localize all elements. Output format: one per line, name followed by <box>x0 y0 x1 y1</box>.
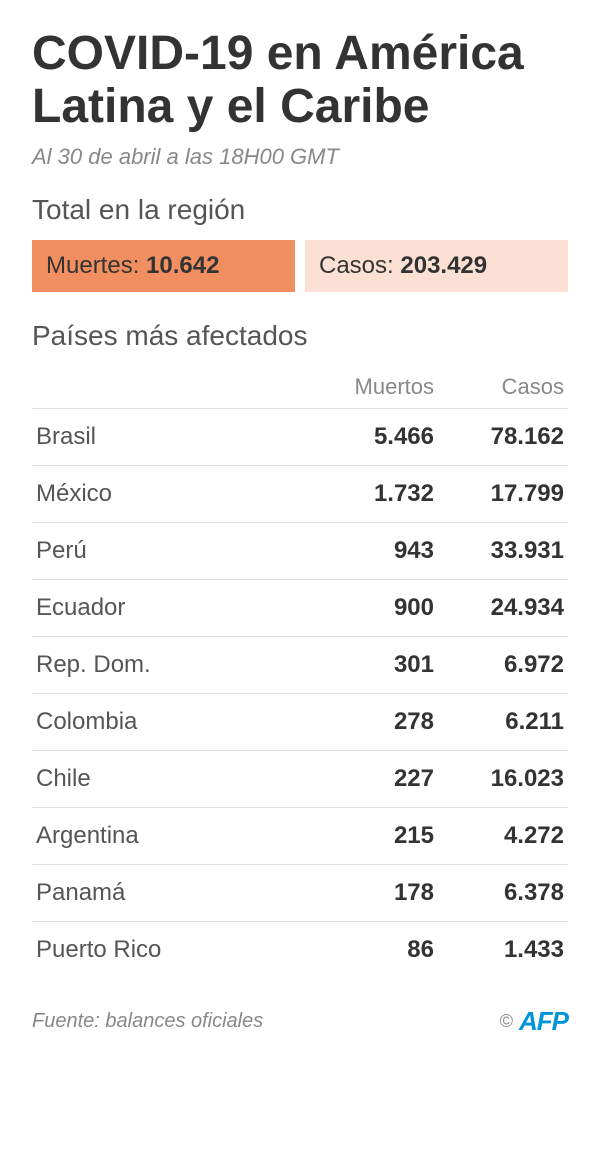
cases-cell: 17.799 <box>434 480 564 508</box>
deaths-cell: 215 <box>304 822 434 850</box>
col-deaths: Muertos <box>304 374 434 400</box>
table-row: México1.73217.799 <box>32 465 568 522</box>
deaths-cell: 178 <box>304 879 434 907</box>
deaths-cell: 1.732 <box>304 480 434 508</box>
cases-cell: 33.931 <box>434 537 564 565</box>
country-cell: Chile <box>36 765 304 793</box>
country-cell: Perú <box>36 537 304 565</box>
footer: Fuente: balances oficiales © AFP <box>32 998 568 1037</box>
table-row: Perú94333.931 <box>32 522 568 579</box>
country-cell: Argentina <box>36 822 304 850</box>
table-header-row: Muertos Casos <box>32 366 568 408</box>
table-row: Ecuador90024.934 <box>32 579 568 636</box>
table-row: Chile22716.023 <box>32 750 568 807</box>
copyright-symbol: © <box>500 1011 513 1032</box>
region-total-label: Total en la región <box>32 194 568 226</box>
cases-cell: 6.211 <box>434 708 564 736</box>
table-row: Colombia2786.211 <box>32 693 568 750</box>
cases-cell: 24.934 <box>434 594 564 622</box>
table-row: Argentina2154.272 <box>32 807 568 864</box>
deaths-total-box: Muertes: 10.642 <box>32 240 295 292</box>
deaths-cell: 227 <box>304 765 434 793</box>
cases-cell: 6.972 <box>434 651 564 679</box>
page-title: COVID-19 en América Latina y el Caribe <box>32 28 568 134</box>
cases-label: Casos: <box>319 252 394 279</box>
country-cell: Ecuador <box>36 594 304 622</box>
totals-row: Muertes: 10.642 Casos: 203.429 <box>32 240 568 292</box>
country-cell: Panamá <box>36 879 304 907</box>
deaths-cell: 900 <box>304 594 434 622</box>
table-row: Puerto Rico861.433 <box>32 921 568 978</box>
deaths-cell: 278 <box>304 708 434 736</box>
col-cases: Casos <box>434 374 564 400</box>
afp-logo: AFP <box>519 1006 568 1037</box>
deaths-cell: 5.466 <box>304 423 434 451</box>
table-row: Rep. Dom.3016.972 <box>32 636 568 693</box>
deaths-cell: 86 <box>304 936 434 964</box>
country-cell: México <box>36 480 304 508</box>
countries-table: Muertos Casos Brasil5.46678.162México1.7… <box>32 366 568 978</box>
cases-cell: 1.433 <box>434 936 564 964</box>
deaths-cell: 301 <box>304 651 434 679</box>
cases-cell: 16.023 <box>434 765 564 793</box>
cases-cell: 6.378 <box>434 879 564 907</box>
cases-cell: 4.272 <box>434 822 564 850</box>
table-row: Panamá1786.378 <box>32 864 568 921</box>
date-subtitle: Al 30 de abril a las 18H00 GMT <box>32 144 568 170</box>
deaths-label: Muertes: <box>46 252 139 279</box>
country-cell: Puerto Rico <box>36 936 304 964</box>
col-country <box>36 374 304 400</box>
country-cell: Brasil <box>36 423 304 451</box>
country-cell: Rep. Dom. <box>36 651 304 679</box>
deaths-cell: 943 <box>304 537 434 565</box>
affected-label: Países más afectados <box>32 320 568 352</box>
source-text: Fuente: balances oficiales <box>32 1010 263 1033</box>
cases-total-box: Casos: 203.429 <box>305 240 568 292</box>
country-cell: Colombia <box>36 708 304 736</box>
table-row: Brasil5.46678.162 <box>32 408 568 465</box>
credit: © AFP <box>500 1006 568 1037</box>
deaths-value: 10.642 <box>146 252 219 279</box>
cases-value: 203.429 <box>400 252 487 279</box>
infographic-container: COVID-19 en América Latina y el Caribe A… <box>0 0 600 1057</box>
cases-cell: 78.162 <box>434 423 564 451</box>
